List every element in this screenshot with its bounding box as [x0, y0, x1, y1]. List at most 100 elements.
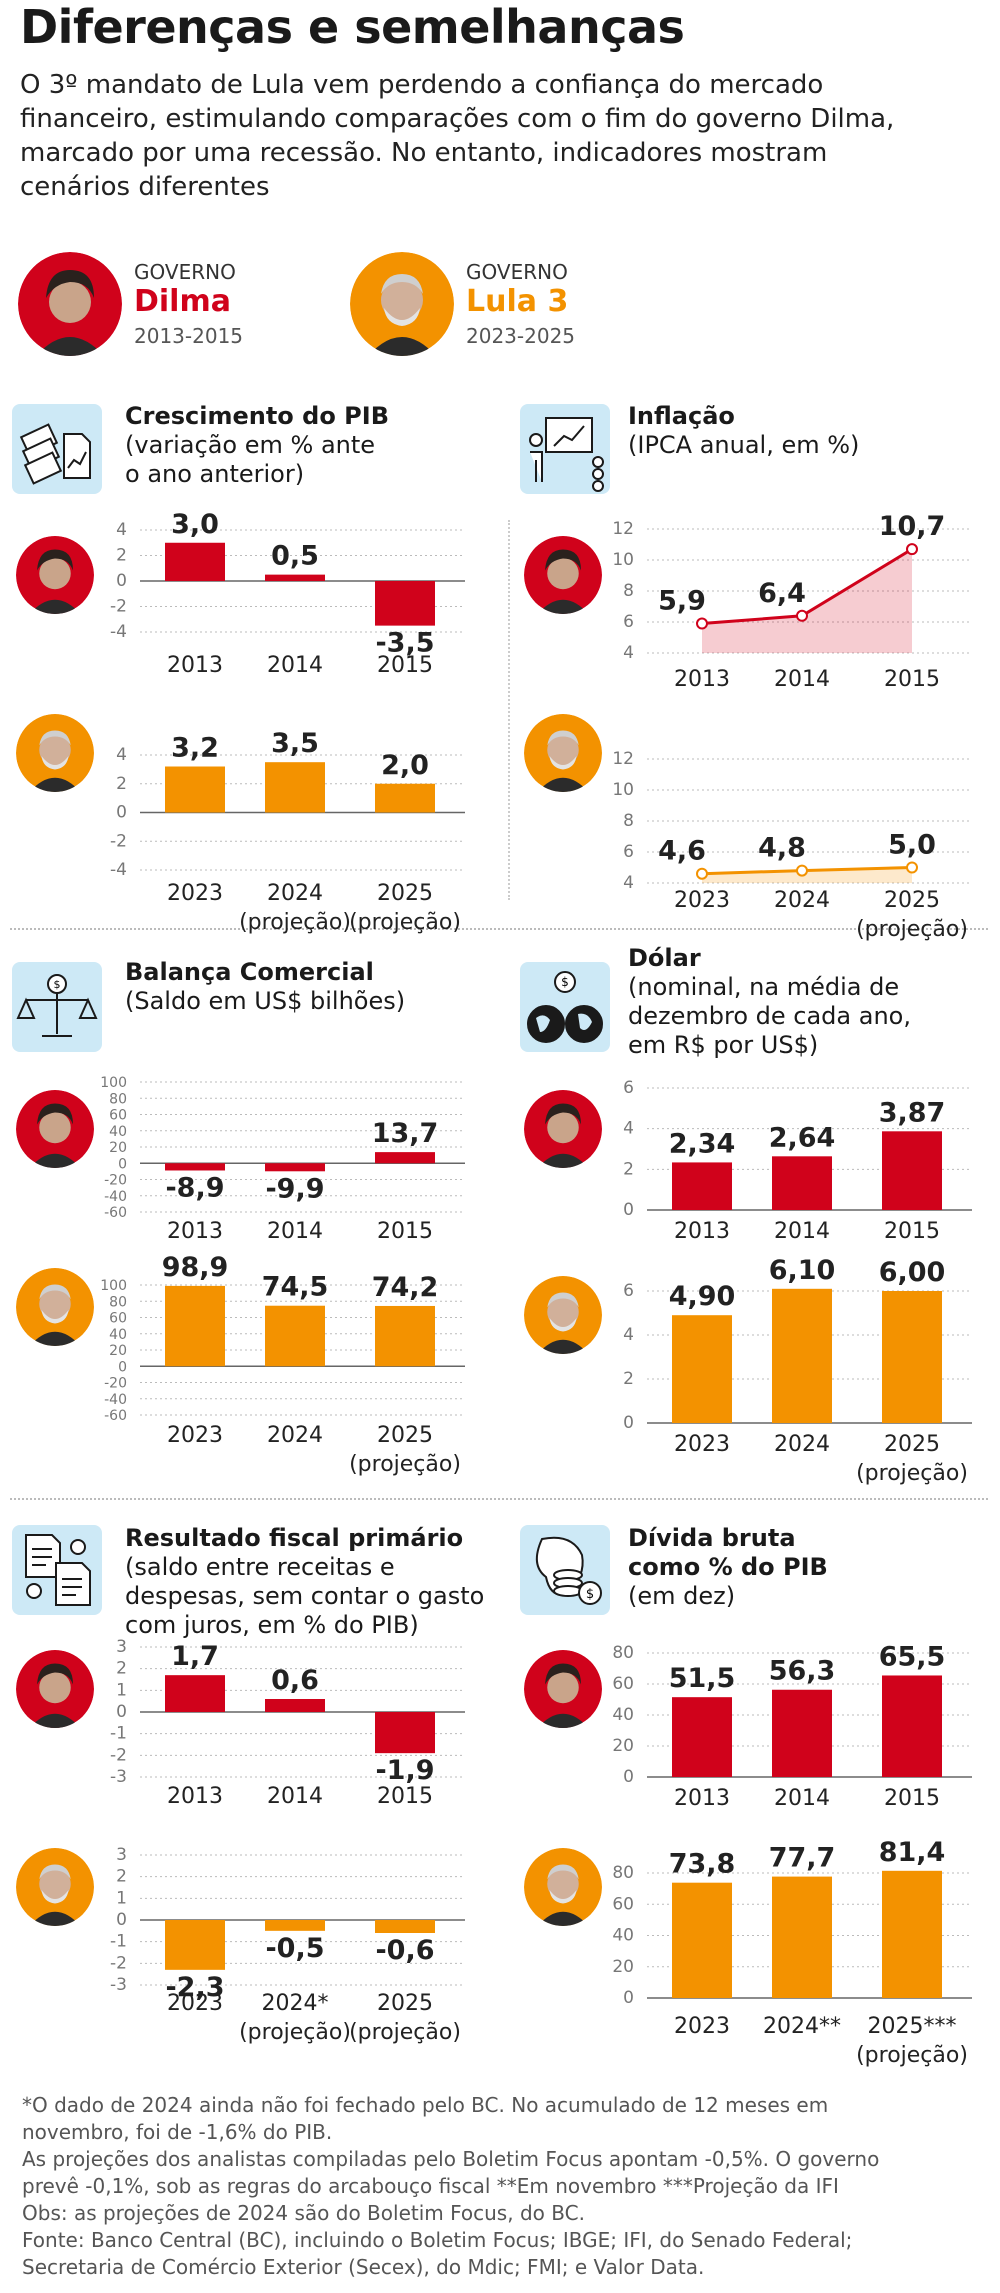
- x-tick-label: 2024: [267, 1423, 323, 1448]
- y-tick-label: 0: [118, 1359, 127, 1375]
- dilma-avatar: [524, 1650, 602, 1728]
- y-tick-label: 3: [116, 1845, 127, 1865]
- y-tick-label: 60: [612, 1894, 634, 1914]
- bar: [265, 1920, 325, 1931]
- data-label: 13,7: [372, 1118, 439, 1149]
- lula-avatar: [524, 714, 602, 792]
- bar: [265, 574, 325, 581]
- y-tick-label: 40: [109, 1327, 127, 1343]
- column-divider: [508, 520, 510, 900]
- legend-dilma: GOVERNO Dilma 2013-2015: [134, 260, 244, 348]
- x-tick-label: 2014: [267, 653, 323, 678]
- y-tick-label: -40: [104, 1189, 127, 1205]
- bar: [375, 1712, 435, 1754]
- y-tick-label: -40: [104, 1392, 127, 1408]
- y-tick-label: -2: [110, 1953, 127, 1973]
- data-label: 3,0: [171, 509, 219, 540]
- y-tick-label: 0: [116, 1910, 127, 1930]
- bar: [672, 1882, 732, 1998]
- y-tick-label: 2: [116, 1659, 127, 1679]
- x-tick-label: 2013: [674, 667, 730, 692]
- bar: [772, 1288, 832, 1423]
- data-label: 2,34: [669, 1128, 736, 1159]
- x-tick-label: (projeção): [349, 910, 461, 935]
- bar: [375, 783, 435, 813]
- pib-lula-chart: 4 2 0 -2 -4 3,2 3,5 2,0 2023 2024 (projeção) 2025 (p…: [110, 728, 465, 935]
- data-label: 98,9: [162, 1252, 229, 1283]
- y-tick-label: -1: [110, 1724, 127, 1744]
- data-label: 5,9: [658, 586, 706, 617]
- x-tick-label: 2024: [774, 888, 830, 913]
- bar: [165, 542, 225, 581]
- y-tick-label: 0: [116, 571, 127, 591]
- y-tick-label: 3: [116, 1637, 127, 1657]
- x-tick-label: 2024*: [262, 1991, 329, 2016]
- bar: [265, 1699, 325, 1712]
- bar: [165, 1163, 225, 1171]
- x-tick-label: (projeção): [856, 2043, 968, 2068]
- bar: [882, 1131, 942, 1210]
- page-title: Diferenças e semelhanças: [20, 0, 685, 54]
- y-tick-label: 80: [109, 1091, 127, 1107]
- y-tick-label: 8: [623, 581, 634, 601]
- scale-icon: $: [12, 962, 102, 1052]
- y-tick-label: 0: [116, 803, 127, 823]
- data-label: 74,5: [262, 1272, 329, 1303]
- data-label: 65,5: [879, 1641, 946, 1672]
- y-tick-label: -20: [104, 1376, 127, 1392]
- area-fill: [702, 867, 912, 883]
- lula-avatar: [16, 1848, 94, 1926]
- data-point: [696, 867, 708, 880]
- x-tick-label: 2014: [267, 1219, 323, 1244]
- y-tick-label: 4: [623, 1325, 634, 1345]
- y-tick-label: -4: [110, 622, 127, 642]
- y-tick-label: 80: [109, 1294, 127, 1310]
- x-tick-label: 2025: [377, 881, 433, 906]
- y-tick-label: 60: [109, 1311, 127, 1327]
- y-tick-label: 40: [612, 1705, 634, 1725]
- data-label: -0,5: [265, 1933, 324, 1964]
- x-tick-label: (projeção): [349, 1452, 461, 1477]
- y-tick-label: 6: [623, 1078, 634, 1098]
- data-label: 6,00: [879, 1257, 946, 1288]
- dolar-title: Dólar (nominal, na média de dezembro de …: [628, 944, 911, 1059]
- bar: [375, 1305, 435, 1367]
- y-tick-label: 40: [109, 1124, 127, 1140]
- data-label: 4,6: [658, 836, 706, 867]
- y-tick-label: -3: [110, 1767, 127, 1787]
- data-label: 2,64: [769, 1122, 836, 1153]
- inflacao-dilma-chart: 12 10 8 6 4 5,9 6,4 10,7 2013 2014 2015: [612, 511, 972, 692]
- y-tick-label: 2: [623, 1369, 634, 1389]
- globe-dollar-icon: $: [520, 962, 610, 1052]
- y-tick-label: 2: [116, 1867, 127, 1887]
- divida-dilma-chart: 80 60 40 20 0 51,5 56,3 65,5 2013 2014 2015: [612, 1641, 972, 1811]
- y-tick-label: 0: [623, 1413, 634, 1433]
- data-label: -8,9: [165, 1172, 224, 1203]
- data-label: 56,3: [769, 1656, 836, 1687]
- x-tick-label: 2024**: [763, 2014, 841, 2039]
- inflacao-lula-chart: 12 10 8 6 4 4,6 4,8 5,0 2023 2024 2025 (projeção): [612, 749, 972, 942]
- y-tick-label: -4: [110, 860, 127, 880]
- bar: [672, 1315, 732, 1423]
- bar: [772, 1876, 832, 1998]
- y-tick-label: 6: [623, 612, 634, 632]
- y-tick-label: 1: [116, 1680, 127, 1700]
- bar: [672, 1162, 732, 1210]
- x-tick-label: 2025: [377, 1423, 433, 1448]
- y-tick-label: 4: [623, 643, 634, 663]
- y-tick-label: 10: [612, 780, 634, 800]
- y-tick-label: 100: [100, 1278, 127, 1294]
- x-tick-label: 2014: [774, 1786, 830, 1811]
- y-tick-label: 20: [109, 1343, 127, 1359]
- bar: [265, 1163, 325, 1172]
- dilma-avatar: [524, 536, 602, 614]
- data-label: -9,9: [265, 1173, 324, 1204]
- x-tick-label: 2013: [674, 1219, 730, 1244]
- row-divider: [10, 928, 988, 930]
- y-tick-label: 4: [623, 1119, 634, 1139]
- x-tick-label: 2015: [884, 1219, 940, 1244]
- x-tick-label: 2015: [377, 1219, 433, 1244]
- bar: [772, 1689, 832, 1777]
- data-label: 0,5: [271, 541, 319, 572]
